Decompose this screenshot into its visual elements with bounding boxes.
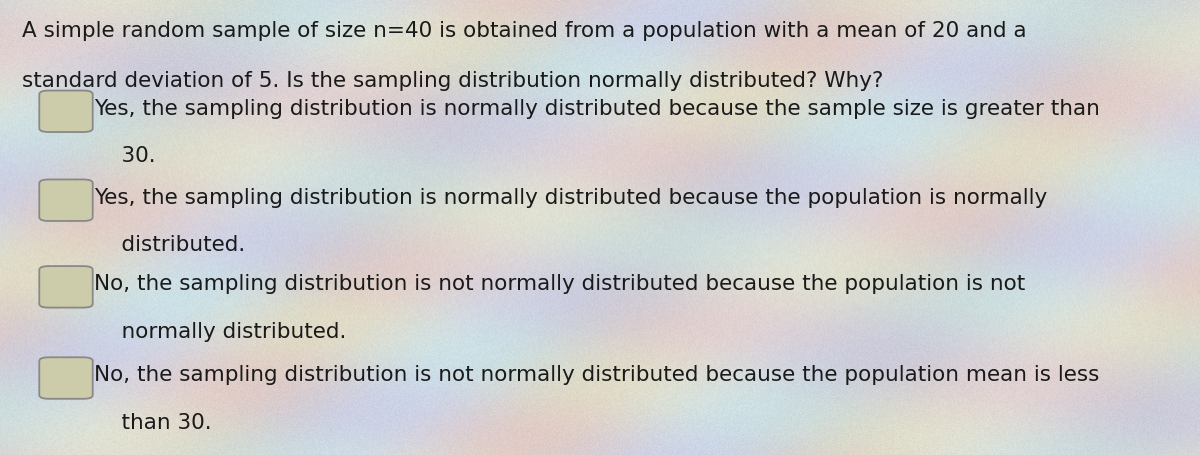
- FancyBboxPatch shape: [40, 358, 92, 399]
- Text: distributed.: distributed.: [94, 235, 245, 255]
- FancyBboxPatch shape: [40, 267, 92, 308]
- Text: No, the sampling distribution is not normally distributed because the population: No, the sampling distribution is not nor…: [94, 364, 1099, 384]
- FancyBboxPatch shape: [40, 180, 92, 222]
- Text: Yes, the sampling distribution is normally distributed because the population is: Yes, the sampling distribution is normal…: [94, 187, 1046, 207]
- Text: standard deviation of 5. Is the sampling distribution normally distributed? Why?: standard deviation of 5. Is the sampling…: [22, 71, 883, 91]
- Text: No, the sampling distribution is not normally distributed because the population: No, the sampling distribution is not nor…: [94, 273, 1025, 293]
- FancyBboxPatch shape: [40, 91, 92, 133]
- Text: 30.: 30.: [94, 146, 155, 166]
- Text: normally distributed.: normally distributed.: [94, 321, 346, 341]
- Text: than 30.: than 30.: [94, 412, 211, 432]
- Text: A simple random sample of size n=40 is obtained from a population with a mean of: A simple random sample of size n=40 is o…: [22, 20, 1026, 40]
- Text: Yes, the sampling distribution is normally distributed because the sample size i: Yes, the sampling distribution is normal…: [94, 98, 1099, 118]
